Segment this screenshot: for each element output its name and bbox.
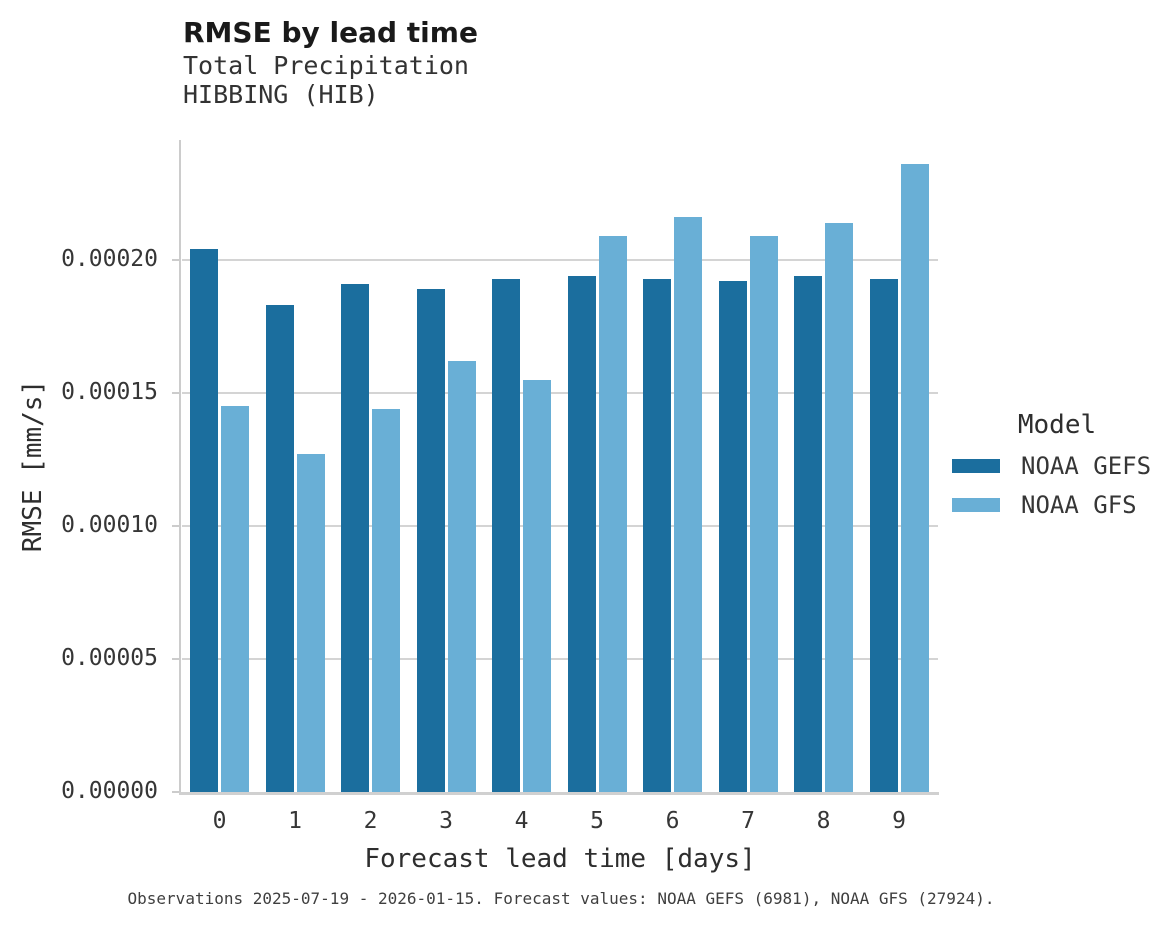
- bar-noaa-gfs-day-7: [749, 236, 778, 792]
- bar-noaa-gefs-day-2: [341, 283, 369, 792]
- gefs-swatch: [952, 459, 1000, 473]
- bar-noaa-gfs-day-4: [523, 379, 551, 792]
- x-tick-label-4: 4: [514, 808, 529, 834]
- caption: Observations 2025-07-19 - 2026-01-15. Fo…: [127, 889, 995, 908]
- x-tick-label-9: 9: [892, 808, 906, 834]
- bar-noaa-gfs-day-8: [825, 222, 853, 792]
- x-tick-label-6: 6: [665, 808, 680, 834]
- y-tick-label-0.00015: 0.00015: [61, 379, 158, 405]
- legend: Model NOAA GEFS NOAA GFS: [952, 410, 1162, 530]
- x-tick-label-7: 7: [741, 808, 755, 834]
- plot-area: [182, 140, 938, 792]
- x-tick-label-1: 1: [288, 808, 302, 834]
- x-tick-label-3: 3: [439, 808, 453, 834]
- bar-noaa-gefs-day-1: [265, 305, 294, 792]
- bar-noaa-gfs-day-2: [372, 409, 400, 792]
- gridline-0.00010: [182, 525, 938, 527]
- y-tick-label-0.00010: 0.00010: [61, 512, 158, 538]
- chart-title: RMSE by lead time: [183, 16, 478, 49]
- gridline-0.00005: [182, 658, 938, 660]
- chart-subtitle-variable: Total Precipitation: [183, 51, 469, 80]
- y-tick-label-0.00005: 0.00005: [61, 645, 158, 671]
- y-tick-label-0.00000: 0.00000: [61, 778, 158, 804]
- y-tick-mark-0.00005: [172, 658, 179, 660]
- bar-noaa-gfs-day-9: [900, 164, 929, 792]
- bar-noaa-gefs-day-8: [794, 276, 822, 792]
- chart-subtitle-station: HIBBING (HIB): [183, 80, 379, 109]
- gridline-0.00020: [182, 259, 938, 261]
- x-axis-line: [179, 792, 939, 795]
- legend-title: Model: [1017, 410, 1097, 440]
- x-tick-label-5: 5: [590, 808, 604, 834]
- y-tick-mark-0.00010: [172, 525, 179, 527]
- gridline-0.00015: [182, 392, 938, 394]
- legend-item-gfs: NOAA GFS: [952, 491, 1162, 519]
- bar-noaa-gfs-day-1: [296, 454, 325, 792]
- x-tick-label-8: 8: [816, 808, 831, 834]
- y-tick-mark-0.00000: [172, 791, 179, 793]
- bar-noaa-gefs-day-7: [718, 281, 747, 792]
- x-tick-label-0: 0: [212, 808, 227, 834]
- bar-noaa-gfs-day-3: [447, 361, 476, 792]
- bar-noaa-gfs-day-6: [674, 217, 702, 792]
- bar-noaa-gefs-day-3: [416, 289, 445, 792]
- bar-noaa-gefs-day-9: [869, 278, 898, 792]
- gfs-swatch: [952, 498, 1000, 512]
- x-tick-label-2: 2: [363, 808, 378, 834]
- bar-noaa-gefs-day-5: [567, 276, 596, 792]
- y-tick-label-0.00020: 0.00020: [61, 246, 158, 272]
- legend-label-gfs: NOAA GFS: [1021, 491, 1137, 519]
- legend-label-gefs: NOAA GEFS: [1021, 452, 1152, 480]
- bar-noaa-gefs-day-6: [643, 278, 671, 792]
- bar-noaa-gefs-day-0: [190, 249, 218, 792]
- bar-noaa-gfs-day-5: [598, 236, 627, 792]
- x-axis-title: Forecast lead time [days]: [364, 844, 756, 874]
- y-axis-spine: [179, 140, 181, 795]
- bar-noaa-gefs-day-4: [492, 278, 520, 792]
- legend-item-gefs: NOAA GEFS: [952, 452, 1162, 480]
- y-tick-mark-0.00015: [172, 392, 179, 394]
- bar-noaa-gfs-day-0: [221, 406, 249, 792]
- y-tick-mark-0.00020: [172, 259, 179, 261]
